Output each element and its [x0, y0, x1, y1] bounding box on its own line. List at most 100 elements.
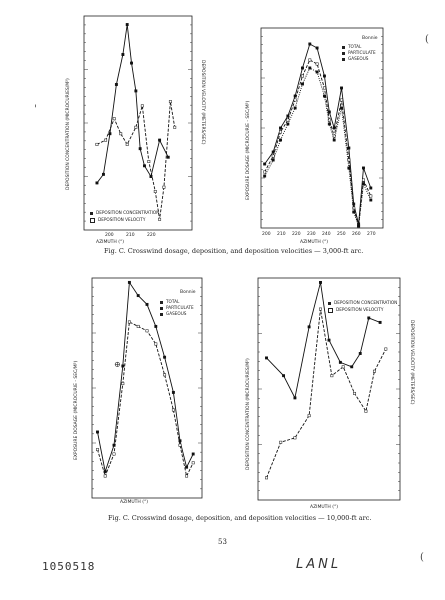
document-id: 1050518 — [42, 560, 96, 573]
chart-bottom-right — [257, 277, 401, 501]
data-point — [350, 365, 354, 369]
handwritten-mark: ⊕ — [114, 360, 121, 369]
data-point — [140, 104, 144, 108]
data-point — [307, 414, 311, 418]
data-point — [293, 98, 297, 102]
data-point — [308, 58, 312, 62]
chart-top-right-legend-2: PARTICULATE — [342, 50, 376, 55]
data-point — [347, 166, 351, 170]
data-point — [327, 122, 331, 126]
margin-mark-left: ' — [34, 104, 37, 115]
data-point — [127, 280, 131, 284]
data-point — [191, 452, 195, 456]
data-point — [327, 338, 331, 342]
data-point — [263, 162, 267, 166]
data-point — [293, 396, 297, 400]
chart-bottom-left-xlabel: AZIMUTH (°) — [120, 500, 148, 505]
data-point — [101, 172, 105, 176]
chart-bottom-left-svg — [91, 277, 203, 499]
margin-mark-right-top: ( — [425, 34, 429, 45]
data-point — [265, 356, 268, 360]
data-point — [378, 320, 382, 324]
data-point — [308, 66, 312, 70]
chart-bottom-right-legend-2: DEPOSITION VELOCITY — [328, 307, 383, 313]
data-point — [271, 158, 275, 162]
chart-top-right-tick-4: 230 — [307, 232, 316, 237]
data-point — [119, 132, 123, 136]
data-point — [301, 74, 304, 78]
data-point — [171, 390, 175, 394]
data-point — [149, 175, 153, 178]
data-point — [308, 42, 312, 46]
chart-top-right-legend-title: Bonnie — [362, 36, 378, 41]
chart-bottom-left — [91, 277, 203, 499]
data-point — [130, 61, 133, 65]
data-point — [95, 142, 99, 146]
data-point — [145, 329, 149, 333]
chart-top-right-legend-3: GASEOUS — [342, 56, 368, 61]
data-point — [327, 118, 331, 122]
lanl-stamp: LANL — [296, 557, 342, 572]
data-point — [322, 94, 326, 98]
data-point — [362, 166, 365, 170]
chart-bottom-right-ylabel-right: DEPOSITION VELOCITY (METERS/SEC) — [409, 320, 414, 405]
data-point — [104, 138, 108, 142]
data-point — [162, 185, 166, 189]
data-point — [319, 280, 322, 284]
chart-top-right-svg — [260, 27, 384, 229]
data-point — [263, 174, 267, 178]
chart-bottom-left-legend-3: GASEOUS — [160, 311, 186, 316]
chart-bottom-left-legend-2: PARTICULATE — [160, 305, 194, 310]
data-point — [293, 436, 297, 440]
chart-bottom-right-xlabel: AZIMUTH (°) — [310, 505, 338, 510]
data-point — [341, 365, 345, 369]
data-point — [178, 439, 182, 443]
data-point — [279, 126, 282, 130]
data-point — [340, 98, 343, 102]
series-line-1 — [266, 309, 387, 478]
data-point — [315, 70, 319, 74]
chart-top-right-tick-3: 220 — [292, 232, 301, 237]
margin-mark-right-bottom: ( — [420, 552, 424, 563]
data-point — [163, 373, 167, 377]
chart-bottom-left-legend-title: Bonnie — [180, 290, 196, 295]
data-point — [263, 170, 267, 174]
chart-bottom-right-legend-1: DEPOSITION CONCENTRATION — [328, 300, 397, 305]
data-point — [301, 82, 304, 86]
data-point — [301, 66, 304, 70]
data-point — [352, 210, 356, 214]
data-point — [347, 146, 351, 150]
data-point — [352, 202, 356, 206]
data-point — [327, 110, 331, 114]
chart-top-left-tick-1: 200 — [105, 233, 114, 238]
data-point — [319, 307, 322, 311]
data-point — [145, 302, 149, 306]
data-point — [143, 164, 146, 168]
chart-top-left — [83, 15, 193, 231]
data-point — [369, 186, 373, 190]
data-point — [338, 360, 342, 364]
data-point — [127, 320, 131, 324]
data-point — [332, 126, 336, 130]
data-point — [178, 443, 182, 447]
data-point — [340, 106, 343, 110]
figure-caption-1: Fig. C. Crosswind dosage, deposition, an… — [104, 247, 364, 255]
data-point — [136, 324, 140, 328]
data-point — [362, 178, 365, 182]
data-point — [108, 132, 112, 136]
chart-bottom-left-legend-1: TOTAL — [160, 299, 179, 304]
data-point — [185, 465, 189, 469]
data-point — [147, 160, 151, 163]
chart-top-left-ylabel: DEPOSITION CONCENTRATION (MICROCURIES/M²… — [66, 78, 71, 190]
data-point — [265, 476, 268, 480]
data-point — [134, 89, 138, 93]
chart-top-left-legend-2: DEPOSITION VELOCITY — [90, 217, 145, 223]
data-point — [95, 181, 99, 185]
data-point — [125, 142, 129, 146]
data-point — [340, 86, 343, 90]
data-point — [330, 374, 334, 378]
series-line-0 — [96, 24, 169, 184]
data-point — [136, 294, 140, 298]
data-point — [103, 474, 107, 478]
chart-top-left-legend-1: DEPOSITION CONCENTRATION — [90, 210, 159, 215]
